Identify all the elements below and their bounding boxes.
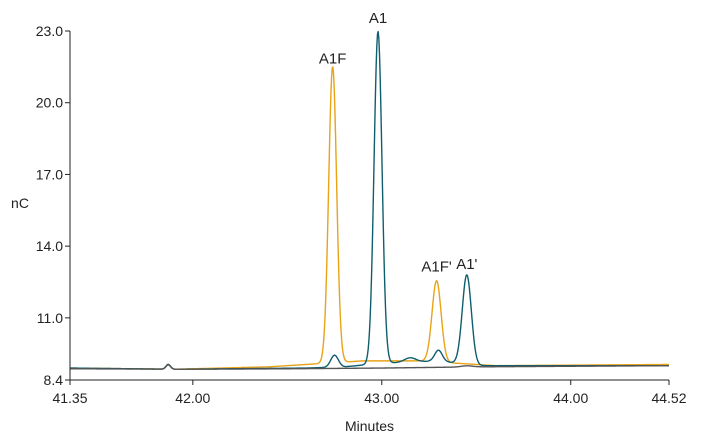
y-tick-label: 17.0 bbox=[36, 166, 63, 182]
series-line-2 bbox=[69, 30, 670, 370]
y-tick-label: 14.0 bbox=[36, 238, 63, 254]
x-axis-title: Minutes bbox=[345, 418, 394, 434]
x-tick-label: 43.00 bbox=[364, 390, 399, 406]
y-tick-label: 23.0 bbox=[36, 23, 63, 39]
x-tick-label: 41.35 bbox=[52, 390, 87, 406]
peak-label: A1F bbox=[319, 51, 347, 68]
y-tick-label: 20.0 bbox=[36, 95, 63, 111]
y-tick-label: 11.0 bbox=[37, 310, 63, 326]
x-tick-label: 44.52 bbox=[651, 390, 686, 406]
peak-label: A1F' bbox=[421, 259, 452, 276]
peak-label-group: A1F A1 A1F' A1' bbox=[319, 10, 478, 276]
peak-label: A1 bbox=[369, 10, 387, 27]
trace-group bbox=[69, 30, 670, 370]
y-tick-group: 8.4 11.0 14.0 17.0 20.0 23.0 bbox=[36, 23, 70, 388]
x-tick-group: 41.35 42.00 43.00 44.00 44.52 bbox=[52, 380, 687, 406]
x-tick-label: 42.00 bbox=[175, 390, 210, 406]
series-line-3 bbox=[69, 364, 670, 370]
x-tick-label: 44.00 bbox=[553, 390, 588, 406]
peak-label: A1' bbox=[456, 256, 477, 273]
y-tick-label: 8.4 bbox=[44, 372, 64, 388]
y-axis-title: nC bbox=[11, 195, 29, 211]
